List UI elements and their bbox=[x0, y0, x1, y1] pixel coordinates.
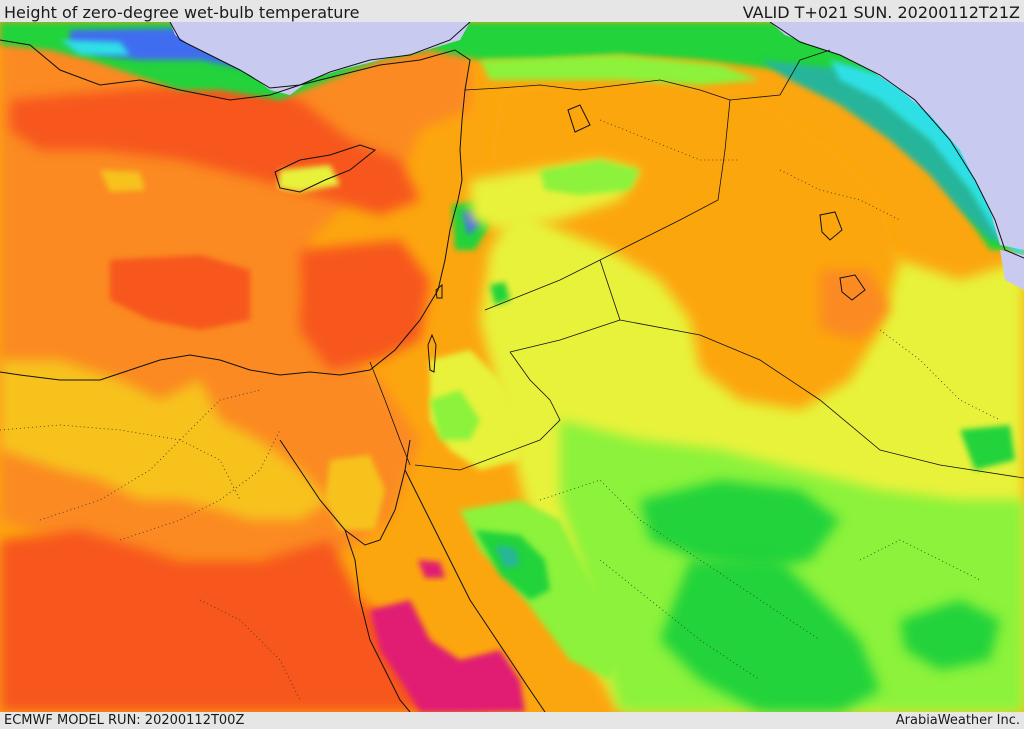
model-run: ECMWF MODEL RUN: 20200112T00Z bbox=[4, 713, 245, 728]
coast-dead-sea bbox=[427, 333, 437, 373]
coast-lake-urmia bbox=[839, 274, 866, 301]
field-cyan-anatolia bbox=[60, 40, 130, 55]
field-red-orange-delta bbox=[110, 255, 250, 330]
admin-border-8 bbox=[599, 559, 761, 681]
footer-bar: ECMWF MODEL RUN: 20200112T00Z ArabiaWeat… bbox=[0, 712, 1024, 729]
field-green-arabia-2 bbox=[660, 560, 880, 712]
sea-caspian-s bbox=[1000, 250, 1024, 290]
field-yellow-egypt-n bbox=[100, 170, 145, 192]
coast-black-sea bbox=[169, 22, 471, 89]
field-green-arabia-3 bbox=[900, 600, 1000, 670]
coast-redsea-east bbox=[404, 469, 546, 712]
admin-border-3 bbox=[119, 429, 281, 541]
field-yellow-cyprus bbox=[278, 165, 340, 192]
country-borders bbox=[369, 49, 1024, 479]
field-green-turkey-s bbox=[540, 160, 640, 195]
valid-time: VALID T+021 SUN. 20200112T21Z bbox=[742, 3, 1020, 22]
field-orange-iraq-core bbox=[820, 270, 890, 340]
admin-border-5 bbox=[879, 329, 1001, 421]
field-light-orange-nafrica bbox=[0, 360, 330, 520]
field-teal-redsea bbox=[495, 545, 520, 568]
admin-border-2 bbox=[39, 389, 261, 521]
admin-borders bbox=[0, 119, 1001, 701]
map-title: Height of zero-degree wet-bulb temperatu… bbox=[4, 3, 360, 22]
field-magenta-hijaz bbox=[370, 600, 525, 712]
coast-med-north bbox=[0, 39, 471, 381]
field-teal-north bbox=[760, 60, 1010, 240]
coast-lake-van bbox=[819, 211, 843, 241]
coast-caspian bbox=[769, 22, 1024, 259]
field-red-orange-south bbox=[0, 530, 500, 712]
coast-galilee bbox=[435, 283, 443, 299]
coast-gulf-suez bbox=[279, 439, 411, 546]
coastlines bbox=[0, 22, 1024, 712]
border-iraq-saudi-east bbox=[619, 319, 1024, 479]
border-syria-iraq bbox=[484, 99, 731, 311]
border-iraq-iran bbox=[729, 49, 831, 101]
field-green-levant bbox=[430, 390, 480, 440]
coast-cyprus bbox=[274, 144, 377, 193]
credit: ArabiaWeather Inc. bbox=[895, 713, 1020, 728]
sea-black bbox=[170, 22, 470, 95]
border-egypt-israel bbox=[369, 361, 411, 466]
sea-caspian bbox=[770, 22, 1024, 250]
border-jordan-saudi bbox=[414, 351, 561, 471]
map-canvas bbox=[0, 22, 1024, 712]
coast-redsea-west bbox=[344, 529, 411, 712]
field-magenta-small bbox=[418, 560, 445, 578]
field-red-orange-egypt bbox=[300, 240, 430, 370]
field-light-green-north bbox=[480, 55, 760, 85]
field-green-arabia-1 bbox=[640, 480, 840, 570]
admin-border-7 bbox=[779, 169, 901, 221]
field-yellow-sinai bbox=[325, 455, 385, 530]
border-turkey-syria bbox=[464, 79, 731, 101]
admin-border-4 bbox=[539, 479, 821, 641]
header-bar: Height of zero-degree wet-bulb temperatu… bbox=[0, 0, 1024, 22]
admin-border-6 bbox=[599, 119, 740, 161]
coast-lake-tuz bbox=[567, 104, 591, 133]
field-green-syria-dot bbox=[490, 282, 510, 305]
weather-map bbox=[0, 22, 1024, 712]
field-green-arabia-4 bbox=[960, 425, 1015, 470]
